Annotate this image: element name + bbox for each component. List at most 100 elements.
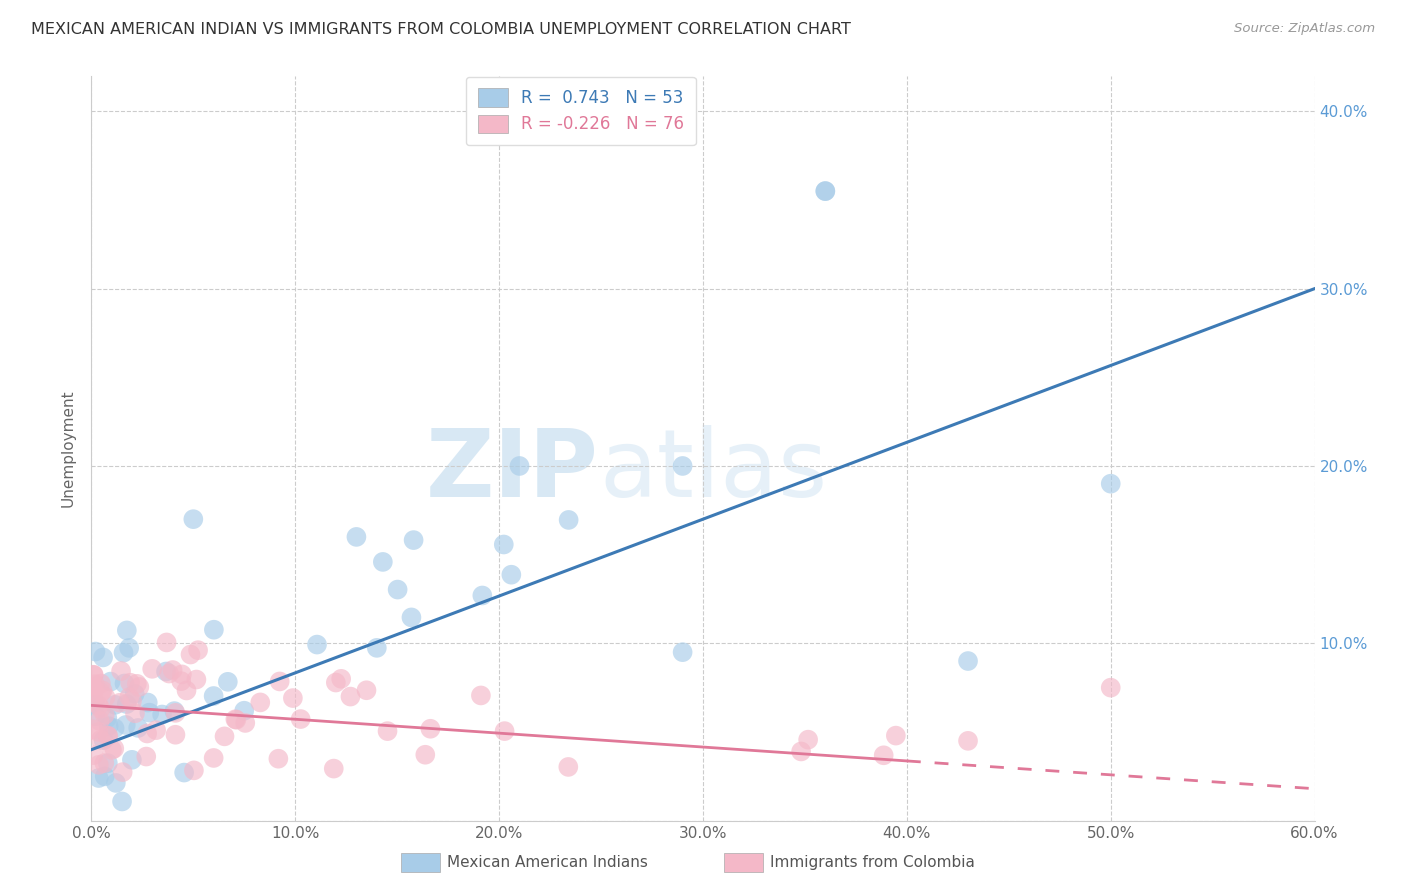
Point <box>233 704 256 718</box>
Point <box>470 689 492 703</box>
Point <box>183 764 205 778</box>
Point <box>233 715 256 730</box>
Text: Source: ZipAtlas.com: Source: ZipAtlas.com <box>1234 22 1375 36</box>
Point <box>402 533 425 547</box>
Point <box>413 747 436 762</box>
Point <box>377 724 399 739</box>
Point <box>138 706 160 720</box>
Point <box>91 650 114 665</box>
Point <box>557 513 579 527</box>
Point <box>170 667 193 681</box>
Point <box>173 765 195 780</box>
Point <box>82 694 104 708</box>
Point <box>127 721 149 735</box>
Point <box>956 734 979 748</box>
Point <box>136 726 159 740</box>
Point <box>104 776 127 790</box>
Point <box>83 677 105 691</box>
Point <box>202 689 225 703</box>
Point <box>371 555 394 569</box>
Point <box>83 667 105 681</box>
Point <box>269 674 291 689</box>
Point <box>170 674 193 689</box>
Point <box>114 676 136 690</box>
Point <box>125 677 148 691</box>
Point <box>82 668 104 682</box>
Point <box>339 690 361 704</box>
Point <box>93 733 115 747</box>
Point <box>214 730 236 744</box>
Point <box>90 701 112 715</box>
Point <box>97 756 120 771</box>
Point <box>82 681 104 695</box>
Point <box>82 748 104 763</box>
Point <box>873 748 896 763</box>
Point <box>87 725 110 739</box>
Point <box>401 610 423 624</box>
Point <box>93 707 115 722</box>
Point <box>93 756 115 771</box>
Point <box>124 687 146 701</box>
Point <box>90 676 112 690</box>
Point <box>82 723 104 737</box>
Point <box>325 675 347 690</box>
Point <box>672 645 695 659</box>
Point <box>156 635 179 649</box>
Point <box>136 696 159 710</box>
Point <box>89 714 111 728</box>
Point <box>165 706 187 720</box>
Point <box>179 648 201 662</box>
Point <box>305 638 328 652</box>
Point <box>162 663 184 677</box>
Point <box>112 646 135 660</box>
Point <box>356 683 378 698</box>
Point <box>97 729 120 743</box>
Point <box>290 712 312 726</box>
Point <box>145 723 167 738</box>
Point <box>225 713 247 727</box>
Point <box>224 712 246 726</box>
Point <box>124 706 146 721</box>
Text: Mexican American Indians: Mexican American Indians <box>447 855 648 870</box>
Point <box>104 721 127 735</box>
Point <box>118 690 141 705</box>
Point <box>1099 476 1122 491</box>
Point <box>202 751 225 765</box>
Point <box>100 674 122 689</box>
Point <box>366 640 388 655</box>
Point <box>797 732 820 747</box>
Point <box>814 184 837 198</box>
Point <box>97 729 120 743</box>
Point <box>118 640 141 655</box>
Text: atlas: atlas <box>599 425 827 516</box>
Point <box>96 711 118 725</box>
Point <box>114 718 136 732</box>
Point <box>330 672 353 686</box>
Point <box>121 753 143 767</box>
Point <box>557 760 579 774</box>
Point <box>101 743 124 757</box>
Point <box>956 654 979 668</box>
Point <box>217 674 239 689</box>
Point <box>202 623 225 637</box>
Point <box>93 769 115 783</box>
Point <box>281 691 304 706</box>
Point <box>111 795 134 809</box>
Point <box>267 752 290 766</box>
Point <box>501 567 523 582</box>
Point <box>165 728 187 742</box>
Point <box>176 683 198 698</box>
Point <box>103 741 125 756</box>
Point <box>509 458 531 473</box>
Point <box>814 184 837 198</box>
Point <box>419 722 441 736</box>
Text: MEXICAN AMERICAN INDIAN VS IMMIGRANTS FROM COLOMBIA UNEMPLOYMENT CORRELATION CHA: MEXICAN AMERICAN INDIAN VS IMMIGRANTS FR… <box>31 22 851 37</box>
Point <box>187 643 209 657</box>
Point <box>150 707 173 722</box>
Point <box>94 690 117 705</box>
Point <box>87 771 110 785</box>
Point <box>87 698 110 713</box>
Point <box>115 697 138 711</box>
Point <box>87 757 110 772</box>
Point <box>121 694 143 708</box>
